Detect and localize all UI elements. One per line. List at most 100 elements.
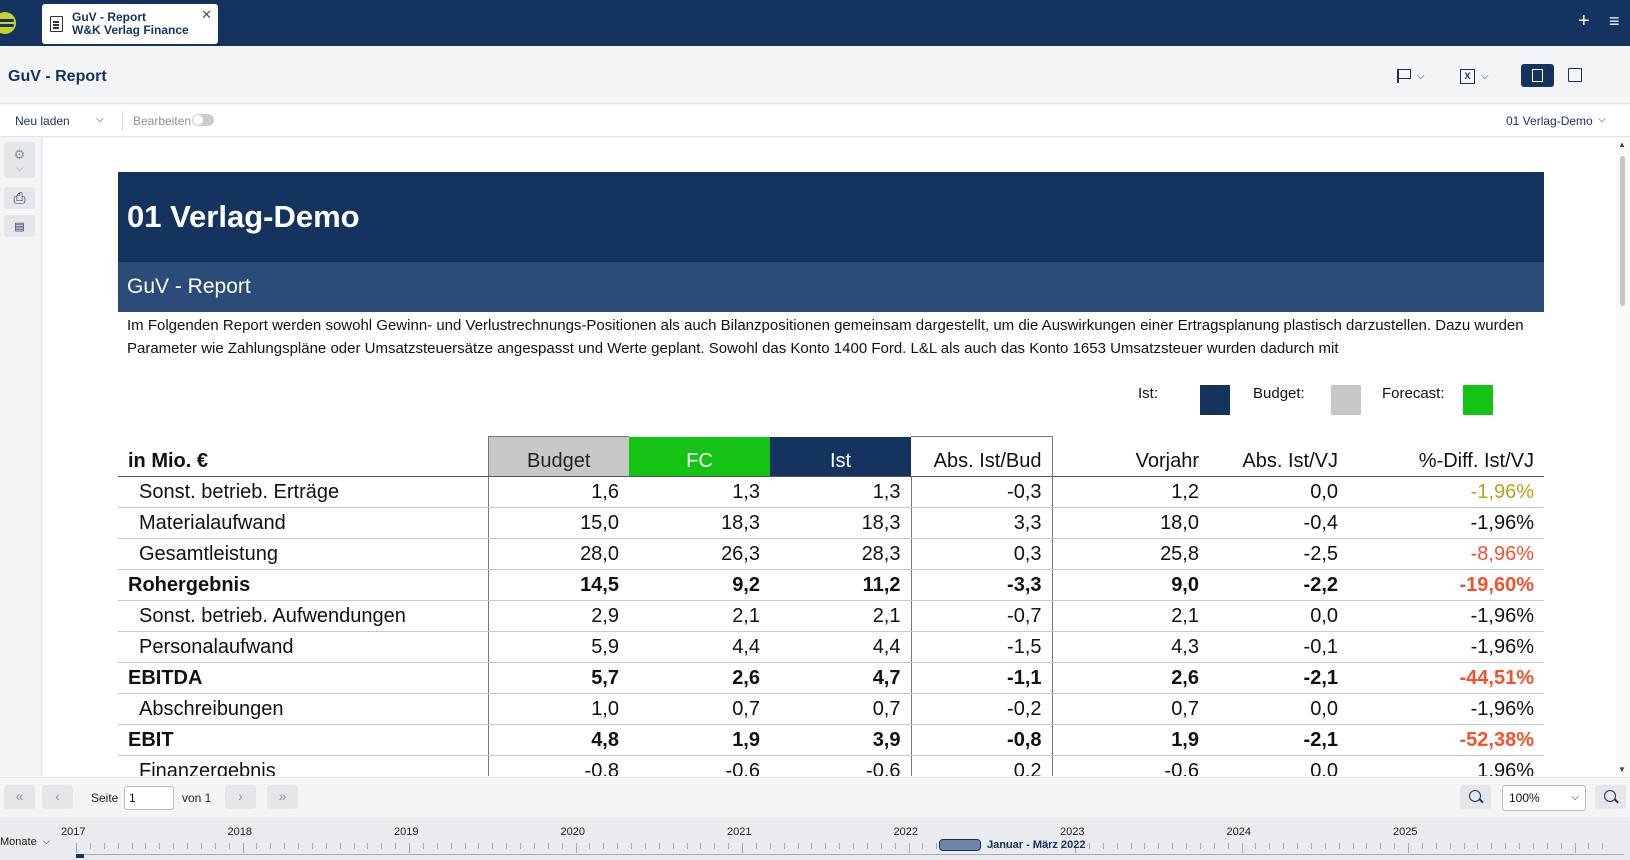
timeline-year[interactable]: 2019 bbox=[394, 826, 419, 838]
flag-icon bbox=[1397, 69, 1411, 83]
cell-ist: 1,3 bbox=[770, 476, 911, 508]
cell-absvj: -0,4 bbox=[1209, 507, 1348, 539]
next-page-button[interactable]: › bbox=[225, 785, 256, 809]
timeline-year[interactable]: 2018 bbox=[227, 826, 252, 838]
timeline-year[interactable]: 2025 bbox=[1393, 826, 1418, 838]
page-input[interactable]: 1 bbox=[124, 786, 174, 810]
excel-export-button[interactable]: X ⌵ bbox=[1460, 64, 1489, 88]
timeline-tick bbox=[103, 843, 105, 849]
timeline-tick bbox=[1532, 843, 1534, 849]
cell-pct: -44,51% bbox=[1348, 662, 1544, 694]
timeline-tick bbox=[908, 843, 910, 853]
table-row: Rohergebnis 14,5 9,2 11,2 -3,3 9,0 -2,2 -19,60% bbox=[118, 569, 1544, 601]
timeline-tick bbox=[1519, 843, 1520, 849]
cell-absbud: -0,8 bbox=[910, 724, 1053, 756]
cell-budget: 2,9 bbox=[487, 600, 629, 632]
row-label: Sonst. betrieb. Erträge bbox=[118, 476, 488, 508]
report-title: 01 Verlag-Demo bbox=[127, 199, 360, 234]
timeline-bar[interactable]: Monate ⌵ 2017 2018 2019 2020 2021 2022 2023 202… bbox=[0, 817, 1630, 860]
timeline-tick bbox=[1269, 843, 1271, 849]
timeline-mode-select[interactable]: Monate bbox=[0, 836, 37, 848]
settings-button[interactable]: ⚙ ⌵ bbox=[4, 142, 35, 178]
title-bar: GuV - Report ⌵ X ⌵ bbox=[0, 46, 1630, 104]
timeline-tick bbox=[409, 843, 410, 853]
timeline-range-handle[interactable] bbox=[939, 839, 981, 851]
zoom-out-button[interactable] bbox=[1460, 785, 1491, 809]
page-icon bbox=[1532, 69, 1543, 82]
chevron-down-icon[interactable]: ⌵ bbox=[96, 114, 104, 125]
first-page-button[interactable]: « bbox=[4, 785, 35, 809]
cell-vorjahr: 4,3 bbox=[1052, 631, 1209, 663]
timeline-tick bbox=[1241, 843, 1243, 853]
header-abs-ist-vj: Abs. Ist/VJ bbox=[1209, 436, 1348, 477]
timeline-tick bbox=[187, 843, 188, 849]
add-tab-button[interactable]: + bbox=[1578, 10, 1590, 32]
legend-budget-swatch bbox=[1331, 385, 1361, 415]
last-page-button[interactable]: » bbox=[267, 785, 298, 809]
scroll-down-icon[interactable]: ▼ bbox=[1618, 765, 1626, 774]
timeline-year[interactable]: 2023 bbox=[1060, 826, 1085, 838]
scroll-up-icon[interactable]: ▲ bbox=[1618, 140, 1626, 149]
report-viewer[interactable]: 01 Verlag-Demo GuV - Report Im Folgenden… bbox=[43, 138, 1616, 776]
company-select[interactable]: 01 Verlag-Demo bbox=[1506, 114, 1593, 128]
zoom-in-button[interactable] bbox=[1595, 785, 1626, 809]
timeline-year[interactable]: 2017 bbox=[61, 826, 86, 838]
row-label: Abschreibungen bbox=[118, 693, 488, 725]
timeline-tick bbox=[533, 843, 535, 849]
bookmark-button[interactable]: ⌵ bbox=[1397, 64, 1425, 88]
pager-bar: « ‹ Seite 1 von 1 › » 100% ⌵ bbox=[0, 777, 1630, 816]
pdf-export-button[interactable]: ▤ bbox=[4, 215, 35, 237]
timeline-tick bbox=[728, 843, 730, 849]
scroll-thumb[interactable] bbox=[1620, 156, 1625, 306]
close-icon[interactable]: ✕ bbox=[201, 7, 212, 22]
timeline-tick bbox=[1352, 843, 1354, 849]
save-icon[interactable] bbox=[1568, 68, 1582, 82]
timeline-tick bbox=[825, 843, 827, 849]
timeline-tick bbox=[672, 843, 674, 849]
report-view-button[interactable] bbox=[1521, 64, 1554, 87]
chevron-down-icon[interactable]: ⌵ bbox=[1598, 114, 1606, 125]
cell-ist: 4,7 bbox=[770, 662, 911, 694]
divider bbox=[122, 111, 123, 131]
cell-fc: 26,3 bbox=[629, 538, 770, 570]
chevron-down-icon[interactable]: ⌵ bbox=[43, 836, 50, 846]
cell-fc: 1,3 bbox=[629, 476, 770, 508]
timeline-tick bbox=[617, 843, 619, 849]
report-subheader: GuV - Report bbox=[118, 262, 1544, 312]
timeline-year[interactable]: 2022 bbox=[893, 826, 918, 838]
tab-guv-report[interactable]: GuV - Report W&K Verlag Finance ✕ bbox=[42, 4, 218, 44]
timeline-year[interactable]: 2021 bbox=[727, 826, 752, 838]
timeline-track[interactable] bbox=[76, 854, 1624, 855]
cell-budget: 5,9 bbox=[487, 631, 629, 663]
timeline-tick bbox=[991, 843, 993, 849]
timeline-year[interactable]: 2024 bbox=[1226, 826, 1251, 838]
timeline-tick bbox=[1574, 843, 1576, 853]
timeline-tick bbox=[1005, 843, 1007, 849]
cell-absbud: -0,2 bbox=[910, 693, 1053, 725]
cell-absvj: -2,1 bbox=[1209, 662, 1348, 694]
hamburger-menu-icon[interactable]: ≡ bbox=[1609, 11, 1620, 31]
zoom-select[interactable]: 100% ⌵ bbox=[1502, 785, 1586, 811]
report-description: Im Folgenden Report werden sowohl Gewinn… bbox=[127, 317, 1524, 357]
timeline-tick bbox=[159, 843, 161, 849]
guv-table: in Mio. € Budget FC Ist Abs. Ist/Bud Vor… bbox=[118, 436, 1544, 776]
timeline-tick bbox=[603, 843, 605, 849]
prev-page-button[interactable]: ‹ bbox=[42, 785, 73, 809]
timeline-tick bbox=[1297, 843, 1298, 849]
reload-button[interactable]: Neu laden bbox=[15, 114, 70, 128]
timeline-tick bbox=[1380, 843, 1382, 849]
timeline-tick bbox=[131, 843, 133, 849]
timeline-year[interactable]: 2020 bbox=[560, 826, 585, 838]
cell-budget: 5,7 bbox=[487, 662, 629, 694]
cell-budget: 14,5 bbox=[487, 569, 629, 601]
timeline-tick bbox=[76, 843, 77, 853]
timeline-tick bbox=[1338, 843, 1340, 849]
cell-absbud: -0,7 bbox=[910, 600, 1053, 632]
cell-pct: -8,96% bbox=[1348, 538, 1544, 570]
cell-absvj: -2,5 bbox=[1209, 538, 1348, 570]
print-button[interactable]: ⎙ bbox=[4, 187, 35, 209]
vertical-scrollbar[interactable]: ▲ ▼ bbox=[1616, 138, 1630, 776]
top-bar: GuV - Report W&K Verlag Finance ✕ + ≡ bbox=[0, 0, 1630, 46]
cell-ist: 11,2 bbox=[770, 569, 911, 601]
edit-toggle[interactable] bbox=[192, 114, 214, 126]
